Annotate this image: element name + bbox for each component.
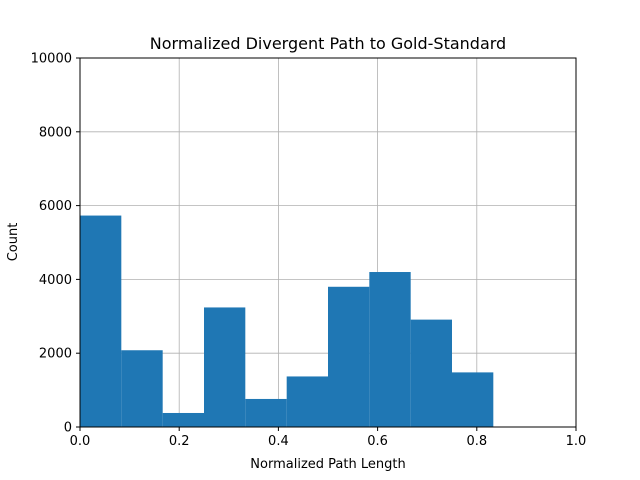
y-axis-label: Count xyxy=(6,223,21,262)
x-tick-label: 0.2 xyxy=(169,434,190,449)
histogram-bars xyxy=(80,215,494,427)
x-axis-label: Normalized Path Length xyxy=(250,457,405,472)
y-tick-label: 4000 xyxy=(39,273,72,288)
y-tick-label: 2000 xyxy=(39,347,72,362)
histogram-bar xyxy=(162,412,204,427)
histogram-bar xyxy=(286,376,328,427)
x-tick-label: 0.4 xyxy=(268,434,289,449)
x-axis-ticks: 0.0 0.2 0.4 0.6 0.8 1.0 xyxy=(70,427,587,449)
y-axis-ticks: 0 2000 4000 6000 8000 10000 xyxy=(31,52,80,436)
x-tick-label: 0.6 xyxy=(367,434,388,449)
histogram-bar xyxy=(328,286,370,427)
histogram-bar xyxy=(121,350,163,427)
histogram-bar xyxy=(369,272,411,427)
y-tick-label: 0 xyxy=(64,421,72,436)
histogram-bar xyxy=(452,372,494,427)
x-tick-label: 0.8 xyxy=(466,434,487,449)
y-tick-label: 10000 xyxy=(31,52,72,67)
histogram-bar xyxy=(410,319,452,427)
histogram-bar xyxy=(80,215,122,427)
histogram-bar xyxy=(245,398,287,427)
x-tick-label: 0.0 xyxy=(70,434,91,449)
y-tick-label: 6000 xyxy=(39,199,72,214)
plot-frame xyxy=(79,57,577,428)
chart-title: Normalized Divergent Path to Gold-Standa… xyxy=(150,34,506,53)
y-tick-label: 8000 xyxy=(39,125,72,140)
histogram-bar xyxy=(204,307,246,427)
x-tick-label: 1.0 xyxy=(566,434,587,449)
